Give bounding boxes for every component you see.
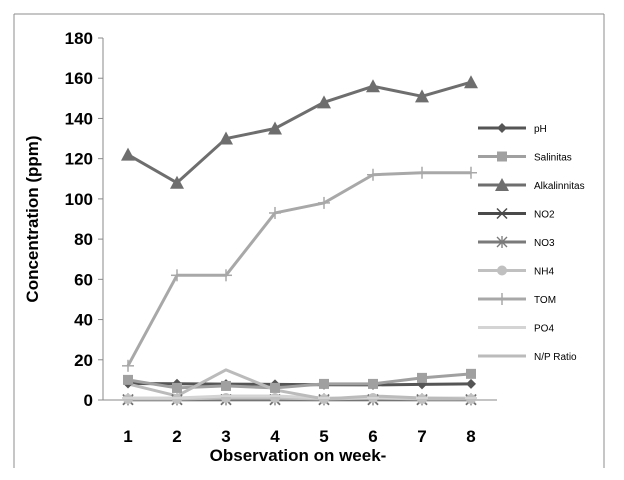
x-tick-label: 1 <box>123 427 132 446</box>
legend: pH Salinitas Alkalinnitas NO2 NO3 NH4 TOM PO4 N/… <box>478 123 585 363</box>
x-tick-label: 4 <box>270 427 280 446</box>
legend-item-no2: NO2 <box>478 207 555 221</box>
x-tick-label: 3 <box>221 427 230 446</box>
legend-label: Salinitas <box>534 153 572 164</box>
x-tick-label: 6 <box>368 427 377 446</box>
data-point-alkalinnitas <box>366 79 380 93</box>
series-line-alkalinnitas <box>127 80 472 185</box>
data-point-alkalinnitas <box>415 89 429 103</box>
data-point-tom <box>416 166 428 179</box>
x-ticks: 1 2 3 4 5 6 7 8 <box>123 427 475 446</box>
data-point-nh4 <box>270 392 280 403</box>
legend-item-po4: PO4 <box>478 324 554 335</box>
legend-marker <box>496 236 508 248</box>
data-point-salinitas <box>172 382 182 393</box>
series-lines <box>126 80 472 402</box>
data-point-salinitas <box>270 382 280 393</box>
y-ticks: 0 20 40 60 80 100 120 140 160 180 <box>65 29 103 410</box>
legend-label: NH4 <box>534 267 554 278</box>
data-point-salinitas <box>417 372 427 383</box>
data-point-tom <box>318 196 330 209</box>
data-point-tom <box>367 168 379 181</box>
legend-label: TOM <box>534 295 556 306</box>
data-point-tom <box>122 359 134 372</box>
legend-item-ph: pH <box>478 123 547 135</box>
legend-marker <box>497 265 507 276</box>
legend-item-alkalinnitas: Alkalinnitas <box>478 178 585 192</box>
legend-marker <box>496 207 508 220</box>
legend-item-tom: TOM <box>478 293 556 306</box>
data-point-tom <box>171 269 183 282</box>
series-line-salinitas <box>127 372 472 390</box>
legend-label: PO4 <box>534 324 554 335</box>
series-markers <box>121 75 478 406</box>
data-point-nh4 <box>417 393 427 404</box>
y-tick-label: 80 <box>74 230 93 249</box>
data-point-nh4 <box>172 393 182 404</box>
y-tick-label: 120 <box>65 150 93 169</box>
data-point-tom <box>269 206 281 219</box>
data-point-ph <box>466 378 476 389</box>
x-tick-label: 8 <box>466 427 475 446</box>
legend-marker <box>496 293 508 305</box>
data-point-alkalinnitas <box>219 131 233 145</box>
legend-marker <box>497 151 507 162</box>
y-tick-label: 20 <box>74 351 93 370</box>
data-point-salinitas <box>123 374 133 385</box>
legend-label: NO3 <box>534 238 555 249</box>
y-tick-label: 0 <box>84 391 93 410</box>
data-point-tom <box>465 166 477 179</box>
data-point-salinitas <box>466 368 476 379</box>
data-point-salinitas <box>319 378 329 389</box>
legend-label: pH <box>534 124 547 135</box>
y-tick-label: 40 <box>74 311 93 330</box>
data-point-nh4 <box>319 393 329 404</box>
data-point-alkalinnitas <box>464 75 478 89</box>
x-tick-label: 2 <box>172 427 181 446</box>
legend-label: NO2 <box>534 210 555 221</box>
y-tick-label: 60 <box>74 270 93 289</box>
data-point-nh4 <box>466 393 476 404</box>
legend-marker <box>497 123 507 133</box>
x-tick-label: 5 <box>319 427 328 446</box>
y-tick-label: 160 <box>65 69 93 88</box>
legend-item-salinitas: Salinitas <box>478 151 572 164</box>
data-point-salinitas <box>368 378 378 389</box>
legend-label: N/P Ratio <box>534 352 577 363</box>
y-tick-label: 100 <box>65 190 93 209</box>
data-point-alkalinnitas <box>268 121 282 135</box>
data-point-alkalinnitas <box>170 175 184 189</box>
legend-item-nh4: NH4 <box>478 265 554 278</box>
y-tick-label: 180 <box>65 29 93 48</box>
data-point-salinitas <box>221 380 231 391</box>
data-point-alkalinnitas <box>121 147 135 161</box>
series-line-tom <box>126 171 471 367</box>
y-tick-label: 140 <box>65 109 93 128</box>
x-axis-title: Observation on week- <box>210 446 387 465</box>
legend-item-no3: NO3 <box>478 236 555 249</box>
data-point-tom <box>220 269 232 282</box>
legend-marker <box>495 178 509 191</box>
legend-item-n-p-ratio: N/P Ratio <box>478 352 577 363</box>
data-point-alkalinnitas <box>317 95 331 109</box>
data-point-nh4 <box>221 392 231 403</box>
legend-label: Alkalinnitas <box>534 181 585 192</box>
series-line-n-p-ratio <box>127 368 472 401</box>
data-point-nh4 <box>123 393 133 404</box>
y-axis-title: Concentration (ppm) <box>23 135 42 302</box>
x-tick-label: 7 <box>417 427 426 446</box>
